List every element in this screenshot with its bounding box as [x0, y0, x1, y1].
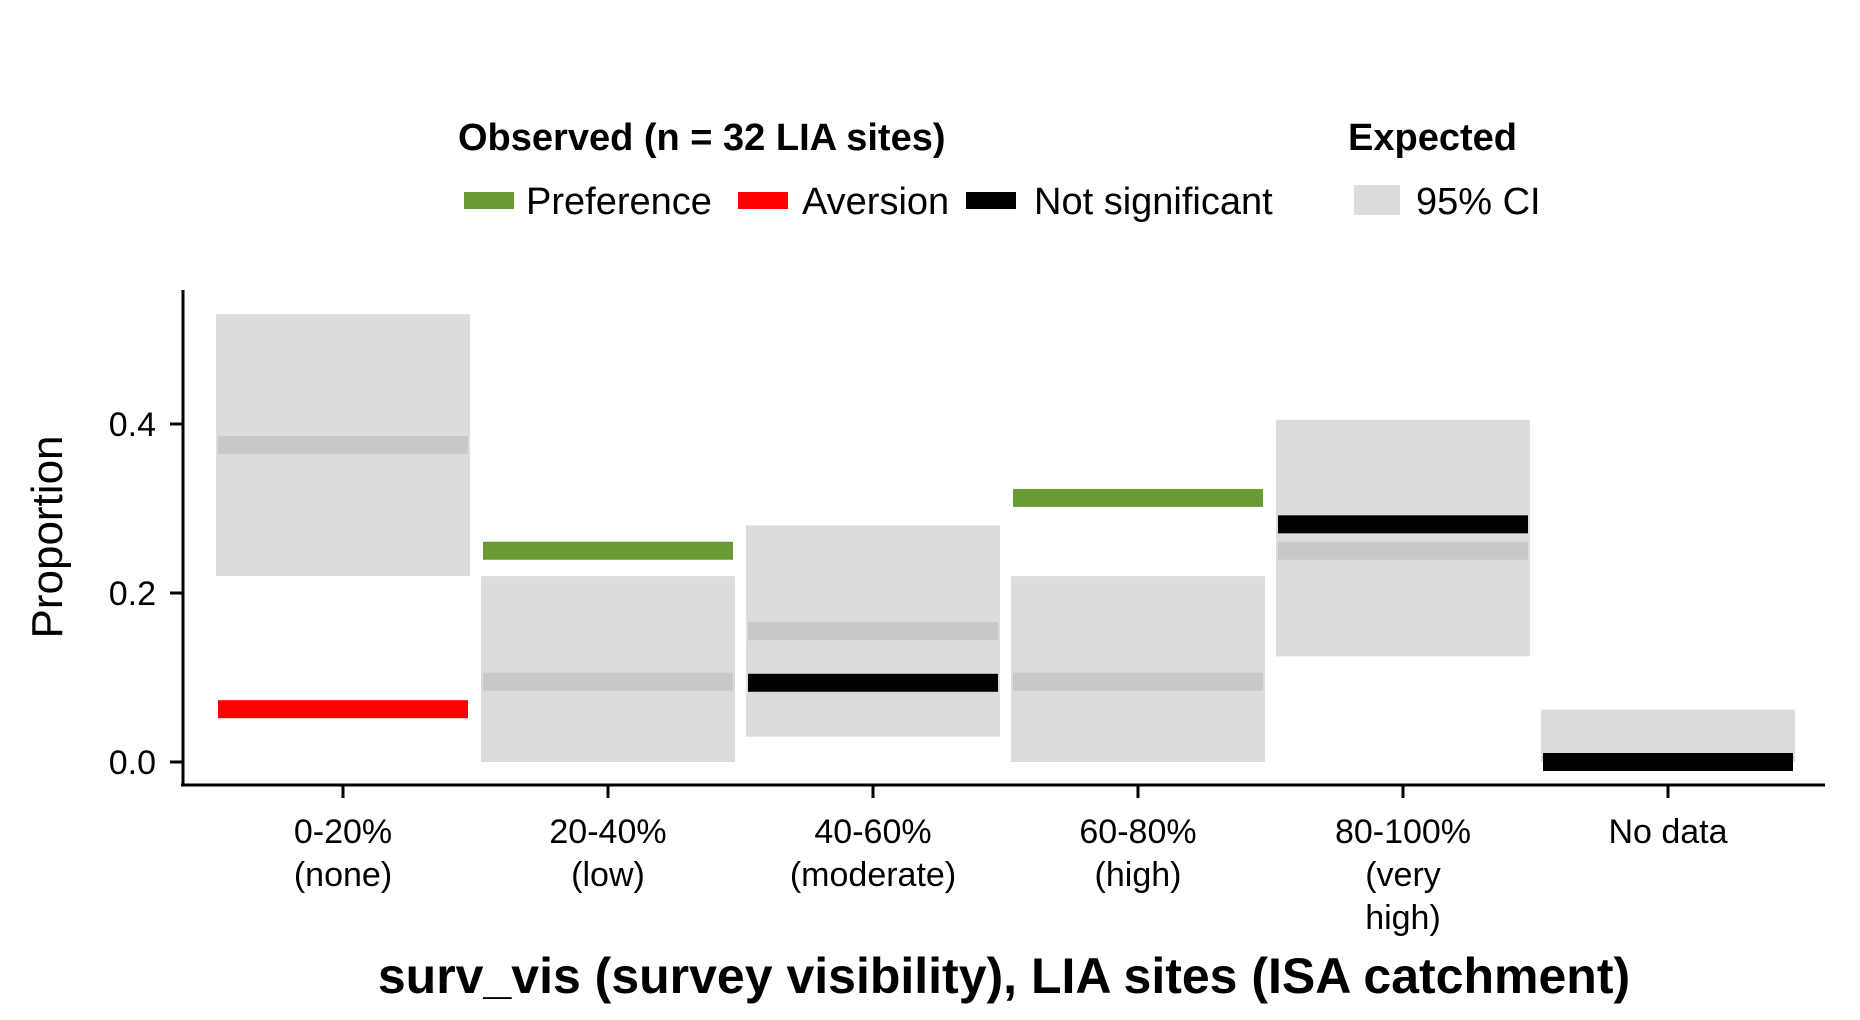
observed-bar — [483, 541, 733, 560]
expected-mean-line — [218, 436, 468, 455]
legend-observed-title: Observed (n = 32 LIA sites) — [458, 117, 946, 159]
observed-bar — [1543, 753, 1793, 771]
legend: Observed (n = 32 LIA sites) Preference A… — [458, 117, 1541, 223]
x-tick-label: 40-60% (moderate) — [790, 813, 956, 894]
y-tick-label: 0.2 — [109, 575, 156, 613]
legend-swatch-ci — [1354, 185, 1400, 215]
legend-label-not-significant: Not significant — [1034, 181, 1273, 223]
ci-box — [1276, 419, 1530, 657]
axes — [181, 290, 1825, 787]
x-tick-label: 60-80% (high) — [1079, 813, 1196, 894]
legend-swatch-not-significant — [966, 192, 1016, 209]
y-tick-label: 0.4 — [109, 406, 156, 444]
x-tick-label: 80-100% (very high) — [1335, 813, 1471, 937]
legend-swatch-aversion — [738, 192, 788, 209]
expected-mean-line — [1013, 672, 1263, 691]
x-axis-title: surv_vis (survey visibility), LIA sites … — [378, 948, 1630, 1004]
expected-mean-line — [483, 672, 733, 691]
legend-label-ci: 95% CI — [1416, 181, 1541, 223]
observed-bar — [1013, 488, 1263, 507]
expected-mean-line — [748, 622, 998, 641]
ci-box — [481, 576, 735, 762]
x-tick-label: 0-20% (none) — [294, 813, 392, 894]
y-ticks: 0.0 0.2 0.4 — [109, 406, 183, 782]
legend-label-preference: Preference — [526, 181, 712, 223]
ci-box — [1011, 576, 1265, 762]
y-axis-title: Proportion — [23, 435, 72, 638]
y-tick-label: 0.0 — [109, 744, 156, 782]
x-tick-label: No data — [1608, 813, 1727, 851]
x-ticks: 0-20% (none) 20-40% (low) 40-60% (moderate) 60… — [294, 785, 1728, 937]
plot-area — [216, 314, 1795, 771]
x-tick-label: 20-40% (low) — [549, 813, 666, 894]
expected-mean-line — [1278, 541, 1528, 560]
legend-label-aversion: Aversion — [802, 181, 949, 223]
legend-expected-title: Expected — [1348, 117, 1517, 159]
legend-swatch-preference — [464, 192, 514, 209]
observed-bar — [218, 700, 468, 719]
observed-bar — [1278, 515, 1528, 534]
observed-bar — [748, 673, 998, 692]
